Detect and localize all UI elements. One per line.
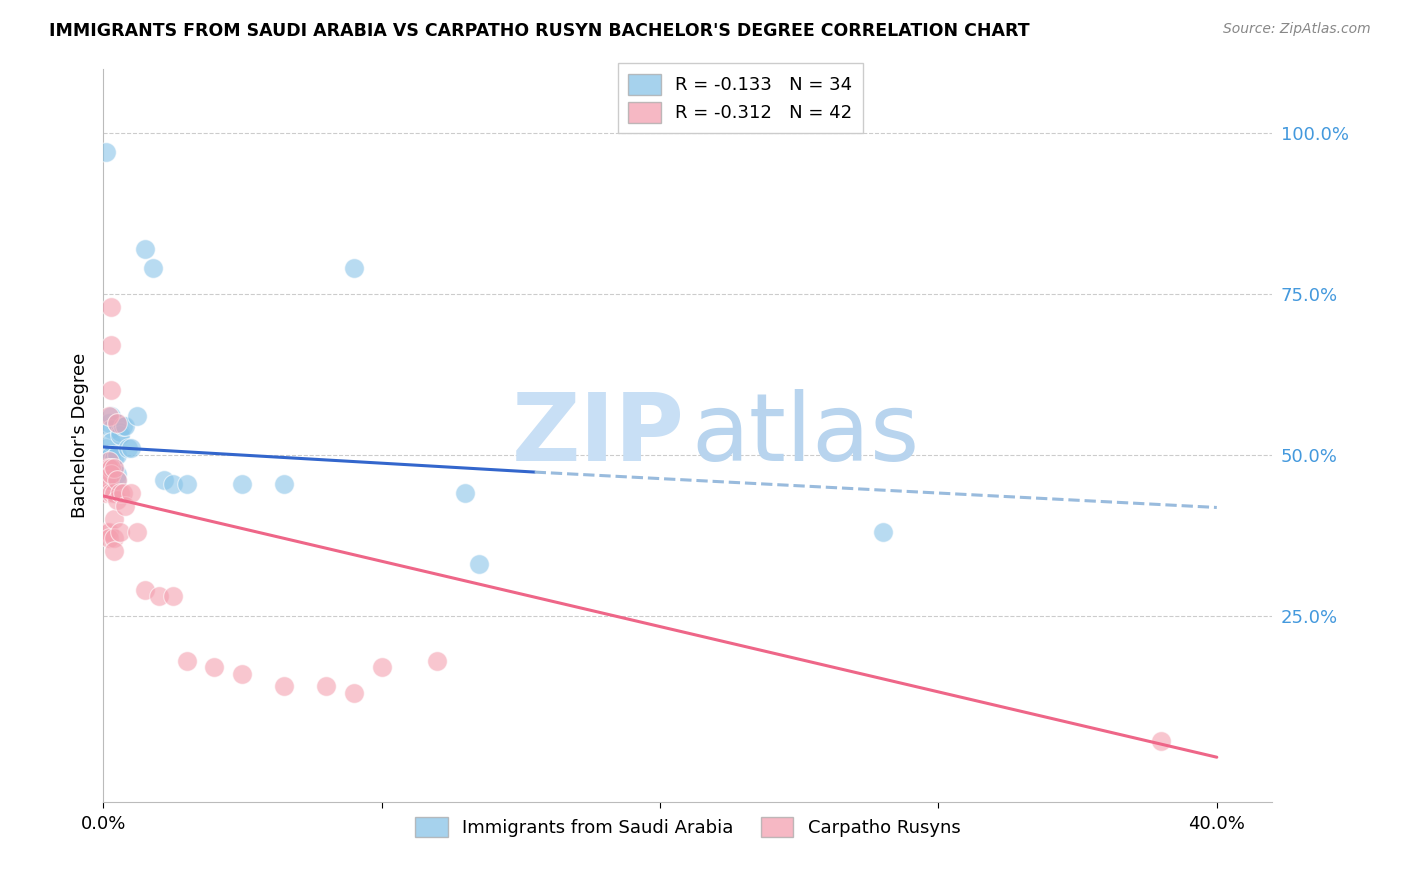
Point (162, 476, 184, 491)
Text: Source: ZipAtlas.com: Source: ZipAtlas.com (1223, 22, 1371, 37)
Point (108, 524, 131, 539)
Point (105, 416, 128, 430)
Point (100, 409, 122, 423)
Point (97, 460, 120, 475)
Point (103, 532, 125, 546)
Text: IMMIGRANTS FROM SAUDI ARABIA VS CARPATHO RUSYN BACHELOR'S DEGREE CORRELATION CHA: IMMIGRANTS FROM SAUDI ARABIA VS CARPATHO… (49, 22, 1029, 40)
Point (162, 590, 184, 604)
Point (108, 425, 131, 440)
Point (315, 680, 337, 694)
Point (153, 474, 176, 488)
Point (103, 460, 125, 475)
Point (370, 660, 392, 674)
Point (231, 666, 253, 681)
Point (100, 384, 122, 398)
Y-axis label: Bachelor's Degree: Bachelor's Degree (72, 352, 89, 518)
Point (105, 474, 128, 488)
Point (103, 512, 125, 526)
Point (103, 486, 125, 500)
Point (142, 261, 165, 276)
Point (111, 486, 134, 500)
Point (97, 448, 120, 462)
Point (343, 261, 366, 276)
Point (204, 660, 226, 674)
Point (94, 460, 117, 475)
Point (105, 492, 128, 507)
Point (231, 476, 253, 491)
Point (105, 448, 128, 462)
Point (97, 409, 120, 423)
Point (120, 486, 142, 500)
Point (97, 454, 120, 468)
Point (94, 460, 117, 475)
Point (872, 524, 894, 539)
Point (97, 416, 120, 430)
Point (103, 450, 125, 465)
Point (125, 524, 148, 539)
Point (343, 686, 366, 700)
Point (114, 499, 136, 513)
Point (114, 418, 136, 433)
Point (100, 422, 122, 436)
Point (100, 338, 122, 352)
Point (105, 416, 128, 430)
Point (426, 654, 449, 668)
Point (105, 467, 128, 481)
Point (111, 418, 134, 433)
Point (176, 476, 198, 491)
Point (103, 544, 125, 558)
Point (468, 557, 491, 571)
Point (108, 428, 131, 442)
Point (100, 486, 122, 500)
Point (134, 582, 156, 597)
Point (100, 460, 122, 475)
Point (103, 460, 125, 475)
Point (100, 300, 122, 314)
Point (454, 486, 477, 500)
Text: ZIP: ZIP (512, 390, 685, 482)
Legend: Immigrants from Saudi Arabia, Carpatho Rusyns: Immigrants from Saudi Arabia, Carpatho R… (408, 809, 967, 845)
Point (94, 474, 117, 488)
Point (100, 467, 122, 481)
Point (134, 242, 156, 256)
Point (94, 486, 117, 500)
Point (94, 524, 117, 539)
Point (120, 442, 142, 456)
Point (97, 532, 120, 546)
Text: atlas: atlas (692, 390, 920, 482)
Point (105, 474, 128, 488)
Point (100, 448, 122, 462)
Point (97, 454, 120, 468)
Point (97, 524, 120, 539)
Point (148, 590, 170, 604)
Point (94, 442, 117, 456)
Point (108, 486, 131, 500)
Point (176, 654, 198, 668)
Point (100, 434, 122, 449)
Point (273, 476, 295, 491)
Point (117, 442, 139, 456)
Point (97, 474, 120, 488)
Point (1150, 734, 1173, 748)
Point (125, 409, 148, 423)
Point (94, 145, 117, 160)
Point (273, 680, 295, 694)
